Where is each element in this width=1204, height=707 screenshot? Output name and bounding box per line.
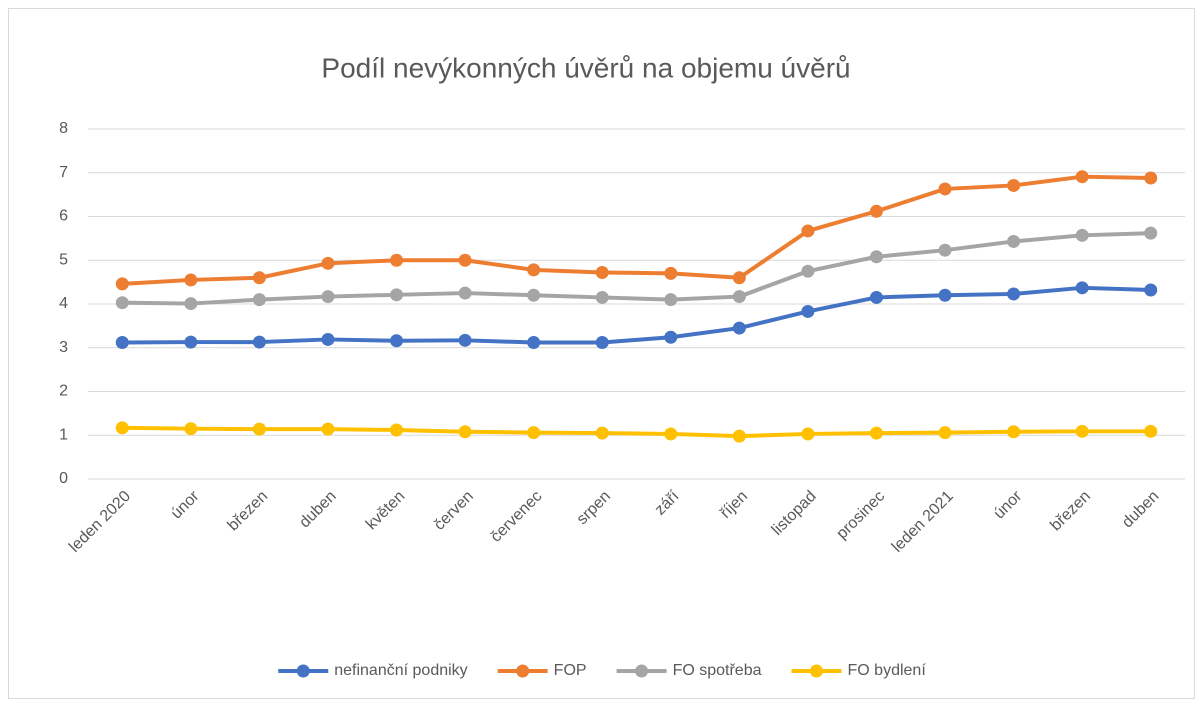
point [869, 426, 883, 440]
point [595, 426, 609, 440]
point [390, 288, 404, 302]
point [184, 273, 198, 287]
point [527, 263, 541, 277]
point [869, 290, 883, 304]
point [1075, 228, 1089, 242]
chart-title: Podíl nevýkonných úvěrů na objemu úvěrů [321, 52, 850, 83]
series-line [122, 285, 1151, 345]
point [252, 335, 266, 349]
point [527, 336, 541, 349]
point [321, 332, 335, 346]
series-line [122, 425, 1151, 439]
point [527, 426, 541, 440]
point [732, 429, 746, 443]
point [801, 264, 815, 278]
point [115, 296, 129, 310]
point [664, 427, 678, 441]
point [184, 422, 198, 436]
point [458, 286, 472, 300]
series-line [122, 174, 1151, 286]
point [184, 297, 198, 311]
chart-border [8, 8, 1195, 699]
y-tick-label: 7 [59, 164, 68, 181]
point [184, 335, 198, 349]
point [115, 277, 129, 291]
point [1075, 281, 1089, 295]
legend: nefinanční podniky FOP FO spotřeba FO bydle… [278, 662, 926, 679]
point [732, 321, 746, 335]
point [458, 333, 472, 347]
point [1075, 170, 1089, 184]
point [390, 423, 404, 437]
point [321, 290, 335, 304]
y-tick-label: 5 [59, 251, 68, 268]
point [595, 290, 609, 304]
point [801, 304, 815, 318]
point [938, 426, 952, 440]
y-tick-label: 1 [59, 426, 68, 443]
point [458, 253, 472, 267]
point [1007, 287, 1021, 301]
point [252, 422, 266, 436]
y-tick-label: 4 [59, 295, 68, 312]
y-tick-label: 3 [59, 339, 68, 356]
point [1075, 424, 1089, 438]
point [321, 256, 335, 270]
legend-label: nefinanční podniky [334, 662, 467, 679]
point [732, 290, 746, 304]
legend-marker [296, 664, 310, 678]
point [390, 334, 404, 348]
point [1007, 425, 1021, 439]
point [938, 182, 952, 196]
point [869, 250, 883, 264]
legend-marker [516, 664, 530, 678]
point [1144, 283, 1158, 297]
y-tick-label: 2 [59, 383, 68, 400]
point [1007, 234, 1021, 248]
legend-label: FOP [554, 662, 587, 679]
point [1007, 178, 1021, 192]
legend-marker [810, 664, 823, 678]
point [115, 421, 129, 435]
point [458, 425, 472, 439]
point [595, 266, 609, 279]
point [801, 224, 815, 238]
series-line [122, 231, 1151, 306]
y-tick-label: 6 [59, 208, 68, 225]
point [1144, 226, 1158, 240]
point [527, 288, 541, 302]
point [938, 288, 952, 302]
y-tick-label: 8 [59, 120, 68, 137]
point [595, 336, 609, 349]
point [252, 271, 266, 285]
point [1144, 424, 1158, 438]
point [869, 204, 883, 218]
point [732, 271, 746, 285]
point [252, 293, 266, 307]
point [390, 253, 404, 267]
point [1144, 171, 1158, 185]
point [664, 293, 678, 307]
legend-marker [635, 664, 649, 678]
legend-label: FO bydlení [848, 662, 927, 679]
point [664, 330, 678, 344]
legend-label: FO spotřeba [673, 662, 762, 679]
point [115, 336, 129, 349]
point [321, 422, 335, 436]
y-tick-label: 0 [59, 470, 68, 487]
point [938, 243, 952, 257]
point [664, 266, 678, 280]
point [801, 427, 815, 441]
